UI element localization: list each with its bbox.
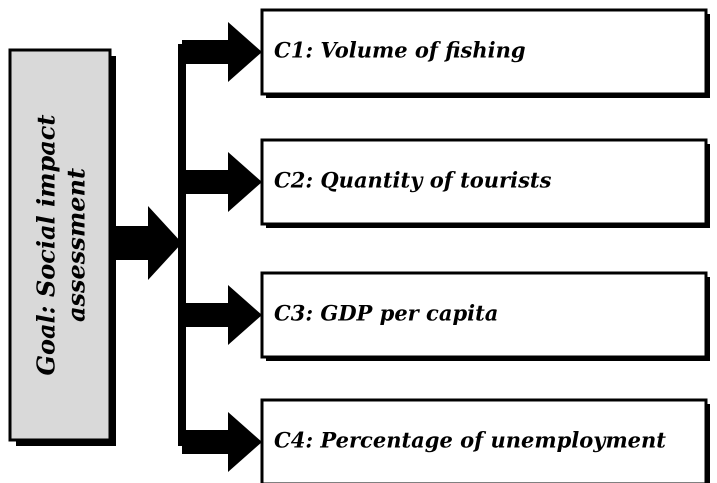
- criterion-label: C3: GDP per capita: [274, 301, 498, 326]
- main-arrow: [110, 206, 182, 280]
- goal-text: Goal: Social impact: [32, 114, 61, 375]
- goal-text: assessment: [62, 168, 91, 322]
- criterion-label: C2: Quantity of tourists: [274, 168, 552, 193]
- criterion-box: [260, 398, 708, 483]
- criterion-arrow: [182, 285, 262, 345]
- goal-box: [8, 48, 112, 442]
- criterion-arrow: [182, 22, 262, 82]
- criterion-box: [260, 8, 708, 96]
- criterion-box: [260, 138, 708, 226]
- criterion-label: C1: Volume of fishing: [274, 38, 526, 63]
- criterion-arrow: [182, 152, 262, 212]
- criterion-box: [260, 271, 708, 359]
- goal-text-group: Goal: Social impact assessment: [32, 114, 91, 375]
- criterion-arrow: [182, 412, 262, 472]
- connector: [178, 44, 186, 446]
- criterion-label: C4: Percentage of unemployment: [274, 428, 666, 453]
